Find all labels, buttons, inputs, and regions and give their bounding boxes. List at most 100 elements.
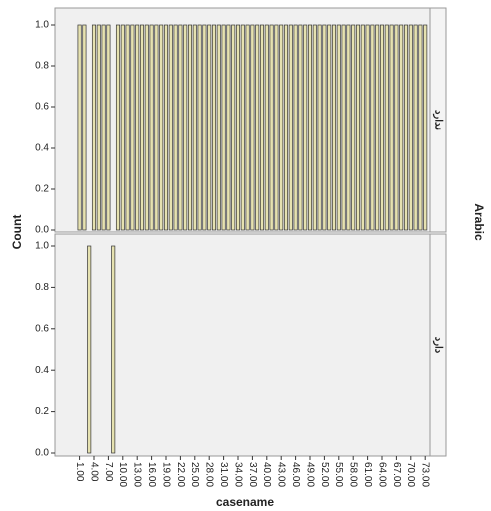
bar: [360, 24, 365, 231]
y-tick-label: 0.8: [35, 61, 49, 72]
bar: [178, 24, 183, 231]
bar: [375, 24, 380, 231]
bar: [312, 24, 317, 231]
bar: [351, 24, 356, 231]
x-tick-label: 19.00: [160, 462, 171, 487]
x-tick-label: 58.00: [348, 462, 359, 487]
bar: [197, 24, 202, 231]
x-tick-label: 43.00: [276, 462, 287, 487]
bar: [135, 24, 140, 231]
x-tick-label: 55.00: [333, 462, 344, 487]
bar: [125, 24, 130, 231]
bar: [159, 24, 164, 231]
bar: [288, 24, 293, 231]
x-axis-title: casename: [216, 495, 274, 509]
bar: [120, 24, 125, 231]
y-tick-label: 0.2: [35, 184, 49, 195]
bar: [240, 24, 245, 231]
x-tick-label: 40.00: [261, 462, 272, 487]
bar: [336, 24, 341, 231]
bar: [149, 24, 154, 231]
bar: [394, 24, 399, 231]
bar: [399, 24, 404, 231]
bar: [293, 24, 298, 231]
x-tick-label: 67.00: [391, 462, 402, 487]
x-tick-label: 31.00: [218, 462, 229, 487]
bar: [154, 24, 159, 231]
bar: [82, 24, 87, 231]
bar: [389, 24, 394, 231]
bar: [111, 245, 116, 454]
bar: [283, 24, 289, 231]
bar: [346, 24, 351, 231]
bar: [202, 24, 207, 231]
y-tick-label: 0.4: [35, 365, 49, 376]
bar: [163, 24, 169, 231]
bar: [379, 24, 385, 231]
x-tick-label: 10.00: [117, 462, 128, 487]
x-tick-label: 46.00: [290, 462, 301, 487]
x-tick-label: 25.00: [189, 462, 200, 487]
x-tick-label: 16.00: [146, 462, 157, 487]
panel-strip: [429, 7, 447, 233]
y-tick-label: 0.0: [35, 225, 49, 236]
y-tick-label: 1.0: [35, 20, 49, 31]
bar: [279, 24, 284, 231]
bar: [221, 24, 226, 231]
bar: [211, 24, 217, 231]
bar: [139, 24, 145, 231]
bar: [91, 24, 97, 231]
bar: [96, 24, 101, 231]
y-tick-label: 0.6: [35, 323, 49, 334]
x-tick-label: 52.00: [319, 462, 330, 487]
bar: [226, 24, 231, 231]
x-tick-label: 64.00: [376, 462, 387, 487]
bar: [307, 24, 313, 231]
y-tick-label: 0.0: [35, 448, 49, 459]
x-tick-label: 7.00: [103, 462, 114, 482]
bar: [187, 24, 193, 231]
bar: [235, 24, 241, 231]
bar: [259, 24, 265, 231]
bar: [264, 24, 269, 231]
bar: [207, 24, 212, 231]
x-tick-label: 1.00: [74, 462, 85, 482]
y-tick-label: 0.8: [35, 282, 49, 293]
bar: [331, 24, 337, 231]
bar: [355, 24, 361, 231]
x-tick-label: 73.00: [420, 462, 431, 487]
y-tick-label: 0.6: [35, 102, 49, 113]
x-tick-label: 34.00: [232, 462, 243, 487]
bar: [216, 24, 221, 231]
panel-strip: [429, 233, 447, 457]
x-tick-label: 4.00: [88, 462, 99, 482]
bar: [303, 24, 308, 231]
bar: [274, 24, 279, 231]
bar: [173, 24, 178, 231]
bar: [403, 24, 409, 231]
bar: [327, 24, 332, 231]
bar: [245, 24, 250, 231]
x-tick-label: 49.00: [304, 462, 315, 487]
y-tick-label: 0.2: [35, 406, 49, 417]
bar: [418, 24, 423, 231]
bar: [408, 24, 413, 231]
bar: [322, 24, 327, 231]
bar: [77, 24, 82, 231]
y-axis-title: Count: [10, 215, 24, 250]
bar: [413, 24, 418, 231]
bar: [269, 24, 274, 231]
bar: [317, 24, 322, 231]
panel-background: [54, 233, 431, 457]
bar: [255, 24, 260, 231]
bar: [250, 24, 255, 231]
bar: [130, 24, 135, 231]
panel-group-title: Arabic: [472, 203, 486, 241]
x-tick-label: 13.00: [132, 462, 143, 487]
bar: [384, 24, 389, 231]
bar: [87, 245, 92, 454]
x-tick-label: 22.00: [175, 462, 186, 487]
panel-label: ندارد: [432, 110, 443, 130]
bar: [168, 24, 173, 231]
